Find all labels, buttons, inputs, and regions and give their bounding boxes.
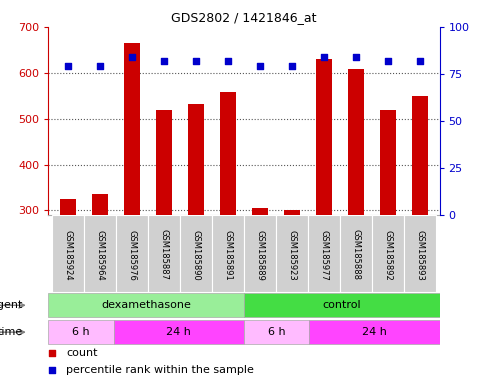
Bar (84, 215, 115, 292)
Point (48, 367, 56, 373)
Bar (380, 111, 396, 215)
Text: 6 h: 6 h (72, 327, 90, 337)
Text: 24 h: 24 h (362, 327, 387, 337)
Point (128, 54, 136, 60)
Point (256, 63, 264, 70)
Bar (244, 215, 276, 292)
Text: GSM185889: GSM185889 (256, 230, 265, 280)
Bar (124, 43, 140, 215)
Bar (276, 215, 308, 292)
Text: count: count (66, 348, 98, 358)
Text: GSM185891: GSM185891 (223, 230, 232, 280)
Bar (156, 111, 172, 215)
Text: agent: agent (0, 300, 23, 310)
Text: GSM185923: GSM185923 (287, 230, 297, 280)
Bar (114, 320, 244, 344)
Point (352, 54, 360, 60)
Bar (188, 104, 204, 215)
Bar (372, 215, 404, 292)
Point (64, 63, 71, 70)
Text: GSM185977: GSM185977 (320, 230, 328, 280)
Bar (92, 194, 108, 215)
Text: GSM185924: GSM185924 (63, 230, 72, 280)
Text: GSM185964: GSM185964 (95, 230, 104, 280)
Bar (59, 199, 75, 215)
Text: GSM185976: GSM185976 (127, 230, 136, 280)
Bar (180, 215, 212, 292)
Bar (52, 215, 84, 292)
Point (48, 350, 56, 356)
Bar (244, 293, 440, 317)
Point (192, 58, 199, 64)
Bar (316, 59, 332, 215)
Bar (48, 293, 244, 317)
Bar (309, 320, 440, 344)
Bar (48, 320, 114, 344)
Bar (308, 215, 340, 292)
Point (160, 58, 168, 64)
Text: GSM185888: GSM185888 (352, 230, 361, 280)
Text: GSM185893: GSM185893 (416, 230, 425, 280)
Point (288, 63, 296, 70)
Point (224, 58, 232, 64)
Bar (412, 96, 428, 215)
Bar (115, 215, 148, 292)
Point (96, 63, 103, 70)
Bar (252, 208, 268, 215)
Title: GDS2802 / 1421846_at: GDS2802 / 1421846_at (171, 11, 317, 24)
Text: percentile rank within the sample: percentile rank within the sample (66, 365, 254, 375)
Bar (220, 92, 236, 215)
Bar (348, 69, 364, 215)
Text: GSM185890: GSM185890 (191, 230, 200, 280)
Text: 24 h: 24 h (166, 327, 191, 337)
Text: dexamethasone: dexamethasone (101, 300, 191, 310)
Bar (148, 215, 180, 292)
Bar (244, 320, 309, 344)
Text: GSM185887: GSM185887 (159, 230, 168, 280)
Point (320, 54, 328, 60)
Text: control: control (323, 300, 361, 310)
Point (384, 58, 392, 64)
Bar (340, 215, 372, 292)
Text: 6 h: 6 h (268, 327, 285, 337)
Bar (212, 215, 244, 292)
Bar (284, 210, 300, 215)
Bar (404, 215, 436, 292)
Point (416, 58, 424, 64)
Text: time: time (0, 327, 23, 337)
Text: GSM185892: GSM185892 (384, 230, 393, 280)
